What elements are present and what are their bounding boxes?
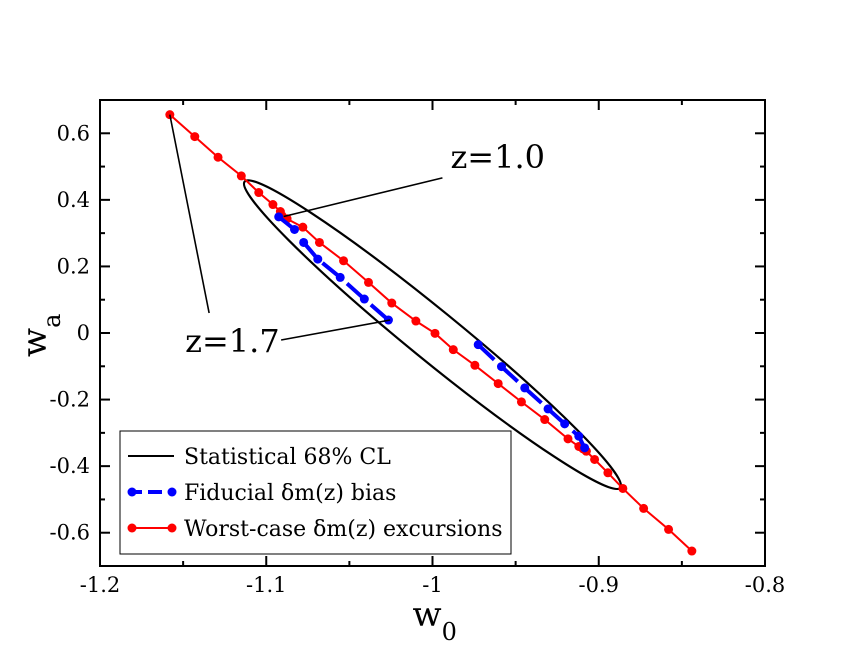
worst-case-data-point xyxy=(603,468,613,478)
worst-case-data-point xyxy=(298,222,308,232)
y-tick-label: 0.2 xyxy=(57,254,90,278)
worst-case-data-point xyxy=(470,360,480,370)
fiducial-data-point xyxy=(290,224,300,234)
worst-case-data-point xyxy=(363,277,373,287)
legend-swatch-marker xyxy=(127,523,137,533)
fiducial-data-point xyxy=(299,237,309,247)
fiducial-data-point xyxy=(274,212,284,222)
worst-case-data-point xyxy=(639,503,649,513)
y-axis-title-main: w xyxy=(15,328,55,357)
fiducial-data-point xyxy=(496,362,506,372)
x-tick-label: -1 xyxy=(422,573,442,597)
worst-case-data-point xyxy=(493,379,503,389)
y-tick-label: 0.6 xyxy=(57,121,90,145)
worst-case-data-point xyxy=(590,454,600,464)
legend-label-fiducial: Fiducial δm(z) bias xyxy=(184,481,396,506)
worst-case-data-point xyxy=(516,397,526,407)
fiducial-data-point xyxy=(574,431,584,441)
annotation-pointer xyxy=(283,177,443,218)
y-tick-label: -0.2 xyxy=(50,388,91,412)
annotation-pointer xyxy=(169,114,210,314)
worst-case-data-point xyxy=(387,298,397,308)
annotation-z-1-7: z=1.7 xyxy=(185,322,280,360)
worst-case-data-point xyxy=(254,188,264,198)
fiducial-data-point xyxy=(313,254,323,264)
y-tick-label: -0.4 xyxy=(50,454,91,478)
plot-area xyxy=(165,110,697,556)
y-tick-label: 0 xyxy=(77,321,90,345)
worst-case-series-line xyxy=(585,450,693,552)
annotation-z-1-0: z=1.0 xyxy=(450,138,545,176)
x-tick-label: -0.8 xyxy=(745,573,786,597)
annotation-layer: z=1.0 z=1.7 xyxy=(169,114,545,360)
worst-case-data-point xyxy=(430,328,440,338)
y-axis-title-subscript: a xyxy=(38,314,66,328)
worst-case-data-point xyxy=(268,200,278,210)
legend-swatch-marker xyxy=(167,487,177,497)
annotation-pointer xyxy=(280,319,391,341)
worst-case-data-point xyxy=(618,483,628,493)
x-tick-label: -1.1 xyxy=(246,573,287,597)
tick-labels: -1.2 -1.1 -1 -0.9 -0.8 -0.6 -0.4 -0.2 0 0.2 0.4 0.6 xyxy=(50,121,786,597)
worst-case-data-point xyxy=(314,237,324,247)
worst-case-data-point xyxy=(339,256,349,266)
fiducial-data-point xyxy=(560,419,570,429)
worst-case-data-point xyxy=(236,171,246,181)
fiducial-data-point xyxy=(543,404,553,414)
y-tick-label: -0.6 xyxy=(50,521,91,545)
legend: Statistical 68% CL Fiducial δm(z) bias W… xyxy=(119,430,512,555)
worst-case-data-point xyxy=(190,132,200,142)
worst-case-data-point xyxy=(664,524,674,534)
worst-case-data-point xyxy=(213,152,223,162)
worst-case-data-point xyxy=(448,345,458,355)
legend-box xyxy=(119,430,512,555)
fiducial-data-point xyxy=(359,294,369,304)
x-tick-label: -1.2 xyxy=(80,573,121,597)
legend-label-statistical: Statistical 68% CL xyxy=(184,445,391,470)
fiducial-data-point xyxy=(520,383,530,393)
legend-label-worst-case: Worst-case δm(z) excursions xyxy=(184,517,503,542)
x-axis-title-subscript: 0 xyxy=(442,618,457,646)
y-axis-title: wa xyxy=(15,314,66,357)
x-axis-title: w0 xyxy=(413,595,457,646)
worst-case-data-point xyxy=(411,316,421,326)
worst-case-data-point xyxy=(540,415,550,425)
worst-case-data-point xyxy=(563,434,573,444)
legend-swatch-marker xyxy=(127,487,137,497)
fiducial-data-point xyxy=(335,272,345,282)
fiducial-data-point xyxy=(580,443,590,453)
legend-swatch-marker xyxy=(167,523,177,533)
axis-ticks xyxy=(99,99,766,567)
y-tick-label: 0.4 xyxy=(57,188,90,212)
worst-case-data-point xyxy=(687,546,697,556)
fiducial-data-point xyxy=(473,340,483,350)
x-tick-label: -0.9 xyxy=(579,573,620,597)
x-axis-title-main: w xyxy=(413,595,442,635)
